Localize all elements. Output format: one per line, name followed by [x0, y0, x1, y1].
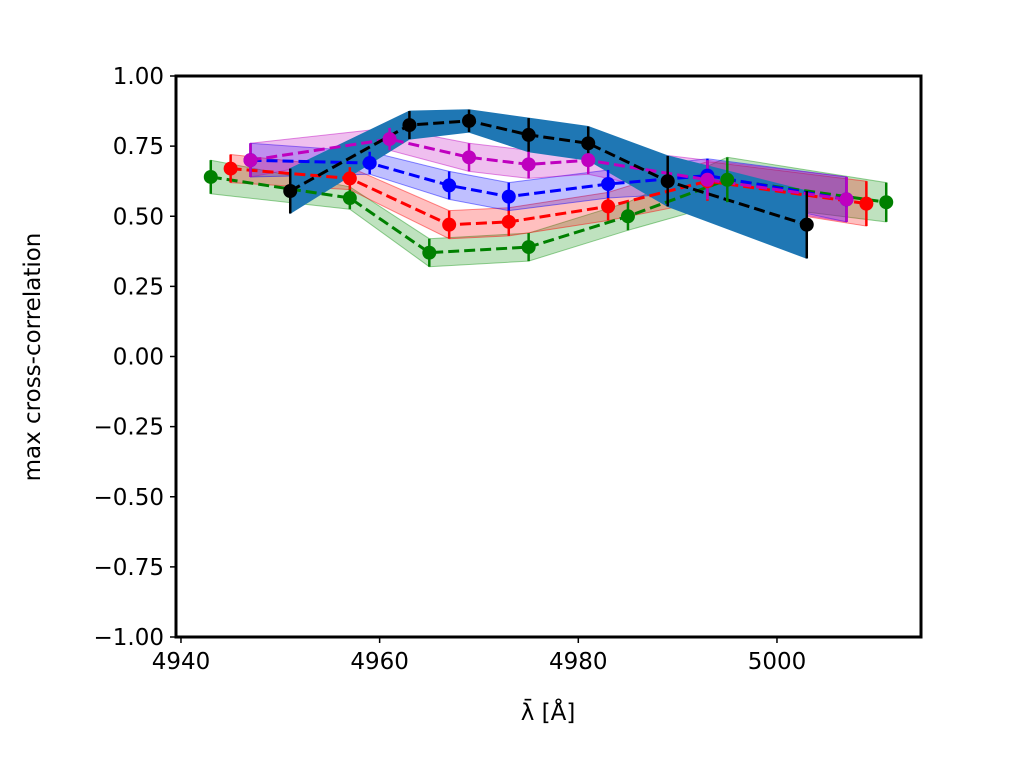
series-3-point [382, 132, 397, 147]
series-0-point [342, 191, 357, 206]
series-3-point [839, 192, 854, 207]
series-4-point [660, 174, 675, 189]
series-3-point [243, 153, 258, 168]
series-3-point [462, 150, 477, 165]
series-0-point [203, 169, 218, 184]
x-tick-label: 4940 [152, 649, 211, 675]
series-1-point [442, 217, 457, 232]
series-4-point [799, 217, 814, 232]
series-1-point [342, 171, 357, 186]
x-axis-label: λ̄ [Å] [521, 698, 576, 726]
series-0-point [521, 240, 536, 255]
y-tick-label: −0.75 [94, 555, 164, 581]
series-3-point [581, 153, 596, 168]
series-3-point [700, 172, 715, 187]
y-tick-label: 0.25 [113, 274, 164, 300]
series-0-point [422, 245, 437, 260]
series-4-point [581, 136, 596, 151]
series-2-point [601, 176, 616, 191]
y-tick-label: 0.50 [113, 204, 164, 230]
x-tick-label: 4960 [350, 649, 409, 675]
series-1-point [223, 161, 238, 176]
y-tick-label: −1.00 [94, 625, 164, 651]
y-axis-label: max cross-correlation [20, 233, 46, 482]
series-0-point [720, 172, 735, 187]
series-3-band [250, 127, 847, 223]
series-1-point [601, 199, 616, 214]
series-0-point [879, 195, 894, 210]
series-4-point [462, 113, 477, 128]
series-1-point [859, 196, 874, 211]
series-0-point [620, 209, 635, 224]
x-tick-label: 4980 [549, 649, 608, 675]
y-tick-label: −0.50 [94, 485, 164, 511]
series-1-point [501, 214, 516, 229]
x-tick-label: 5000 [748, 649, 807, 675]
series-2-point [362, 155, 377, 170]
y-tick-label: 1.00 [113, 64, 164, 90]
y-axis: 1.00 0.75 0.50 0.25 0.00 −0.25 −0.50 −0.75 −1.00 [94, 64, 176, 651]
series-4-point [283, 184, 298, 199]
data-points [203, 113, 894, 260]
series-2-point [442, 178, 457, 193]
series-2-point [501, 189, 516, 204]
series-4-point [521, 127, 536, 142]
series-4-point [402, 118, 417, 133]
y-tick-label: 0.00 [113, 345, 164, 371]
x-axis: 4940 4960 4980 5000 [152, 637, 807, 675]
y-tick-label: 0.75 [113, 134, 164, 160]
y-tick-label: −0.25 [94, 415, 164, 441]
series-3-point [521, 157, 536, 172]
